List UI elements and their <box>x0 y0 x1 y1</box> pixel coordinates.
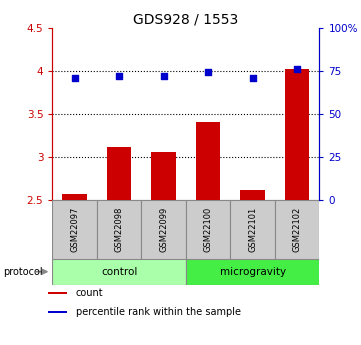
Point <box>72 75 78 80</box>
Point <box>250 75 256 80</box>
Text: GSM22097: GSM22097 <box>70 207 79 252</box>
Point <box>294 66 300 72</box>
Text: count: count <box>76 288 104 298</box>
Bar <box>48 292 66 294</box>
Text: protocol: protocol <box>4 267 43 277</box>
Text: GSM22101: GSM22101 <box>248 207 257 252</box>
Bar <box>275 200 319 259</box>
Bar <box>52 200 97 259</box>
Bar <box>97 200 142 259</box>
Bar <box>186 200 230 259</box>
Bar <box>52 259 186 285</box>
Point <box>161 73 166 79</box>
Bar <box>151 152 176 200</box>
Bar <box>186 259 319 285</box>
Bar <box>142 200 186 259</box>
Text: GSM22102: GSM22102 <box>293 207 302 252</box>
Text: microgravity: microgravity <box>219 267 286 277</box>
Title: GDS928 / 1553: GDS928 / 1553 <box>133 12 239 27</box>
Text: GSM22098: GSM22098 <box>115 207 123 252</box>
Bar <box>230 200 275 259</box>
Bar <box>48 311 66 313</box>
Point <box>116 73 122 79</box>
Bar <box>240 190 265 200</box>
Bar <box>196 122 221 200</box>
Text: GSM22099: GSM22099 <box>159 207 168 252</box>
Bar <box>285 69 309 200</box>
Bar <box>107 147 131 200</box>
Point <box>205 70 211 75</box>
Text: percentile rank within the sample: percentile rank within the sample <box>76 307 241 317</box>
Text: control: control <box>101 267 137 277</box>
Bar <box>62 194 87 200</box>
Text: GSM22100: GSM22100 <box>204 207 213 252</box>
